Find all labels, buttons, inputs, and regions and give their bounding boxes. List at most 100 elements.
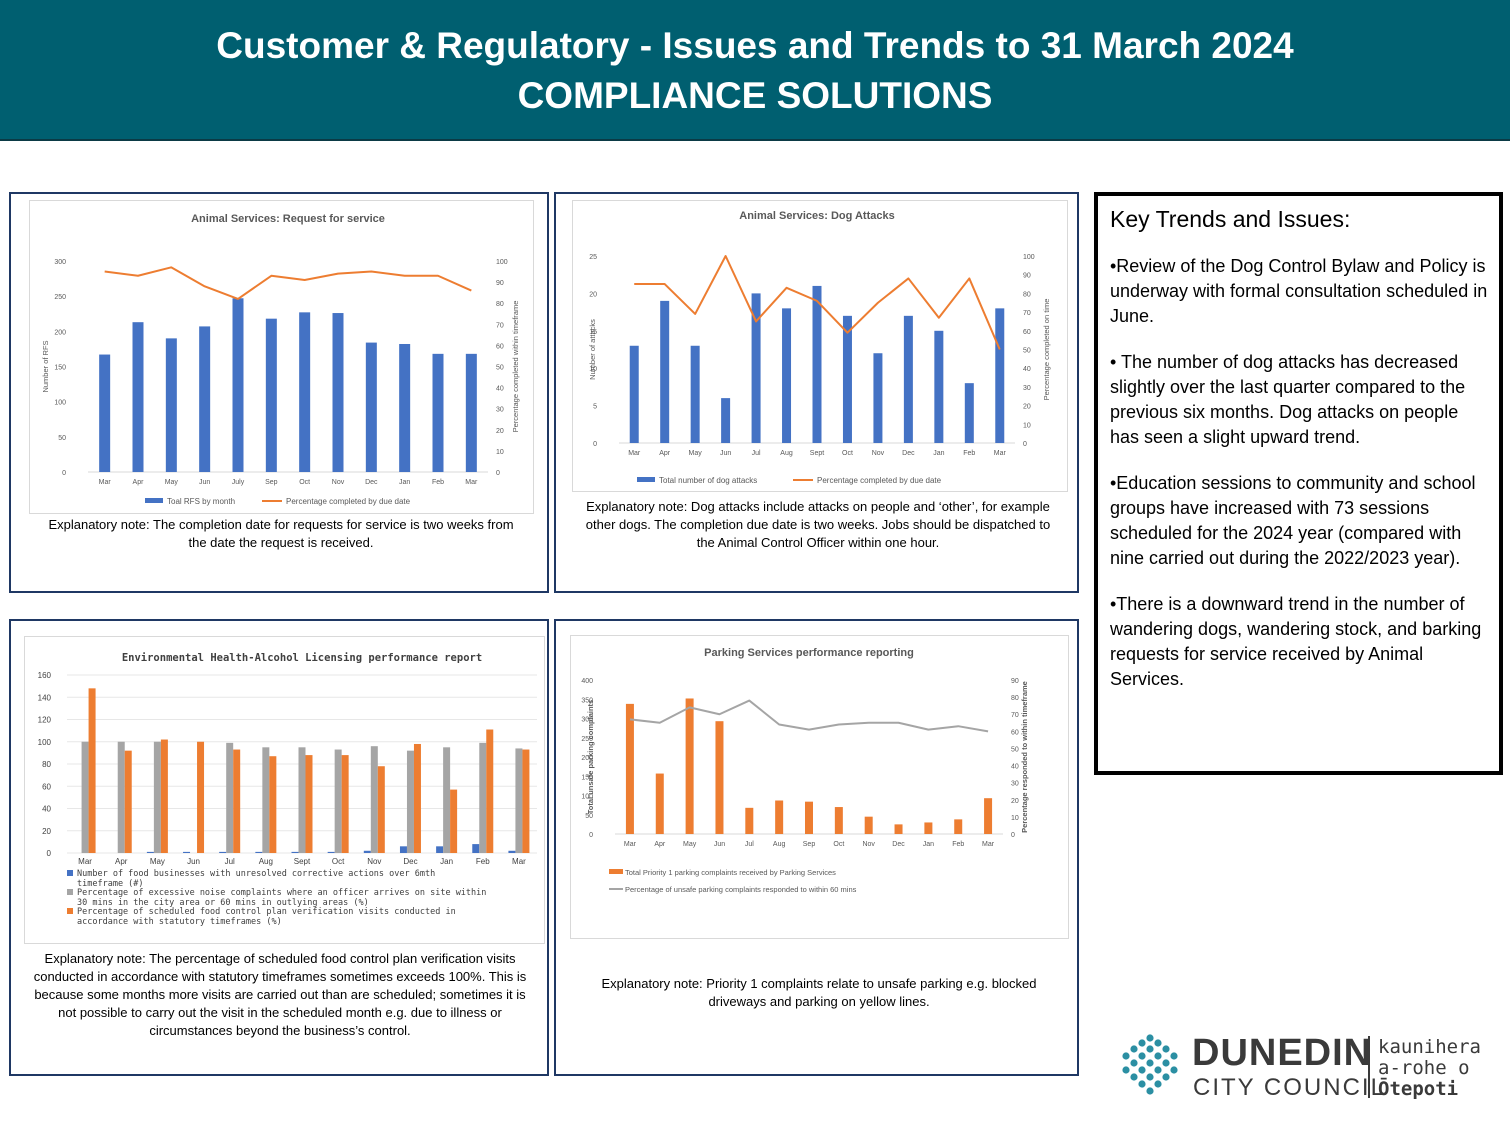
bar-jan	[934, 330, 944, 443]
note-dog-attacks: Explanatory note: Dog attacks include at…	[585, 499, 1051, 550]
y2-tick-label: 0	[496, 470, 500, 477]
key-trend-wandering: •There is a downward trend in the number…	[1110, 594, 1482, 689]
y-tick-label: 100	[581, 794, 593, 801]
legend-bar-label: Total number of dog attacks	[659, 476, 757, 485]
logo-divider	[1368, 1036, 1370, 1098]
y-tick-label: 0	[62, 470, 66, 477]
x-tick-label: Jul	[745, 841, 754, 848]
x-tick-label: Aug	[773, 841, 786, 848]
bar-series2-jan	[443, 747, 451, 853]
y-tick-label: 0	[589, 832, 593, 839]
chart-title: Environmental Health-Alcohol Licensing p…	[122, 652, 482, 664]
x-tick-label: Sep	[265, 479, 278, 486]
legend-label-2: Percentage of excessive noise complaints…	[77, 888, 486, 908]
y-tick-label: 10	[589, 366, 597, 373]
x-tick-label: Mar	[628, 450, 641, 457]
chart-request-for-service: Animal Services: Request for service 0 50 1…	[29, 200, 534, 514]
key-trend-bylaw: •Review of the Dog Control Bylaw and Pol…	[1110, 256, 1488, 326]
x-tick-label: Feb	[963, 450, 975, 457]
bar-series1-may	[146, 851, 154, 853]
key-trend-education: •Education sessions to community and sch…	[1110, 473, 1476, 568]
x-tick-label: Jan	[399, 479, 410, 486]
x-tick-label: Apr	[654, 841, 666, 848]
bar-jun	[715, 721, 724, 834]
y2-tick-label: 40	[1011, 764, 1019, 771]
bar-series3-apr	[124, 750, 132, 853]
x-tick-label: Dec	[902, 450, 915, 457]
x-tick-label: May	[683, 841, 697, 848]
y-tick-label: 250	[54, 294, 66, 301]
y2-tick-label: 20	[1023, 404, 1031, 411]
bar-aug	[775, 800, 784, 834]
panel-environmental-health: Environmental Health-Alcohol Licensing p…	[9, 619, 549, 1076]
panel-dog-attacks: Animal Services: Dog Attacks 0 5 10 15 20 25 0 1…	[554, 192, 1079, 593]
bar-dec	[365, 342, 377, 472]
chart-dog-attacks-svg: Animal Services: Dog Attacks 0 5 10 15 20 25 0 1…	[588, 210, 1051, 485]
x-tick-label: July	[232, 479, 245, 486]
x-tick-label: Feb	[476, 857, 490, 866]
legend-swatch-2	[67, 889, 73, 895]
y-axis-label: Number of RFS	[41, 340, 50, 392]
y2-tick-label: 0	[1023, 441, 1027, 448]
bar-jul	[751, 293, 761, 443]
y-tick-label: 140	[38, 693, 52, 702]
bar-mar	[99, 354, 111, 472]
y2-tick-label: 60	[1023, 329, 1031, 336]
note-request-for-service: Explanatory note: The completion date fo…	[48, 517, 514, 550]
bar-may	[165, 338, 177, 472]
y-axis-label: Number of attacks	[588, 319, 597, 380]
chart-parking: Parking Services performance reporting 0 5…	[570, 635, 1069, 939]
legend-label-1: Number of food businesses with unresolve…	[77, 869, 435, 889]
key-trend-dog-attacks: • The number of dog attacks has decrease…	[1110, 350, 1489, 450]
bar-series3-jan	[450, 789, 458, 853]
bar-series2-sept	[298, 747, 306, 853]
x-tick-label: Dec	[403, 857, 417, 866]
y-tick-label: 250	[581, 736, 593, 743]
y2-tick-label: 100	[496, 259, 508, 266]
x-tick-label: Apr	[133, 479, 145, 486]
y2-tick-label: 70	[496, 322, 504, 329]
legend-bar-label: Toal RFS by month	[167, 497, 235, 506]
chart-environmental-health-svg: Environmental Health-Alcohol Licensing p…	[38, 652, 537, 927]
x-tick-label: Dec	[365, 479, 378, 486]
logo-dots-icon	[1122, 1034, 1178, 1095]
bar-series1-jan	[436, 846, 444, 853]
note-environmental-health: Explanatory note: The percentage of sche…	[33, 950, 527, 1040]
legend-line-label: Percentage of unsafe parking complaints …	[625, 885, 857, 894]
x-tick-label: Jun	[187, 857, 200, 866]
bar-series2-may	[153, 741, 161, 853]
bar-jun	[721, 398, 731, 443]
bar-feb	[432, 353, 444, 472]
y-tick-label: 150	[581, 774, 593, 781]
x-tick-label: Feb	[952, 841, 964, 848]
legend-label-3: Percentage of scheduled food control pla…	[77, 907, 456, 927]
bar-series3-mar	[88, 688, 96, 853]
bar-sep	[805, 801, 813, 834]
series-line	[104, 266, 472, 300]
bar-series3-nov	[377, 766, 385, 853]
bar-series2-dec	[406, 750, 414, 853]
y-tick-label: 150	[54, 365, 66, 372]
bar-series2-mar	[515, 748, 523, 853]
page-title: Customer & Regulatory - Issues and Trend…	[216, 25, 1294, 66]
x-tick-label: May	[689, 450, 703, 457]
bar-series2-aug	[262, 747, 270, 853]
bar-series3-aug	[269, 756, 277, 853]
y2-tick-label: 30	[1023, 385, 1031, 392]
y2-tick-label: 80	[1023, 291, 1031, 298]
bar-series3-sept	[305, 755, 313, 853]
legend-swatch-1	[67, 870, 73, 876]
bar-series1-jun	[183, 851, 191, 853]
bar-nov	[332, 313, 344, 472]
logo-city-council: CITY COUNCIL	[1193, 1074, 1386, 1101]
y-tick-label: 100	[38, 738, 52, 747]
bar-series3-dec	[413, 743, 421, 853]
y-tick-label: 300	[54, 259, 66, 266]
y-tick-label: 25	[589, 254, 597, 261]
y-tick-label: 20	[42, 827, 51, 836]
x-tick-label: Oct	[332, 857, 345, 866]
bar-may	[685, 698, 694, 834]
bar-jan	[399, 343, 411, 472]
bar-series3-oct	[341, 755, 349, 853]
note-environmental-health-line1: Explanatory note: The percentage of sche…	[33, 951, 527, 1020]
